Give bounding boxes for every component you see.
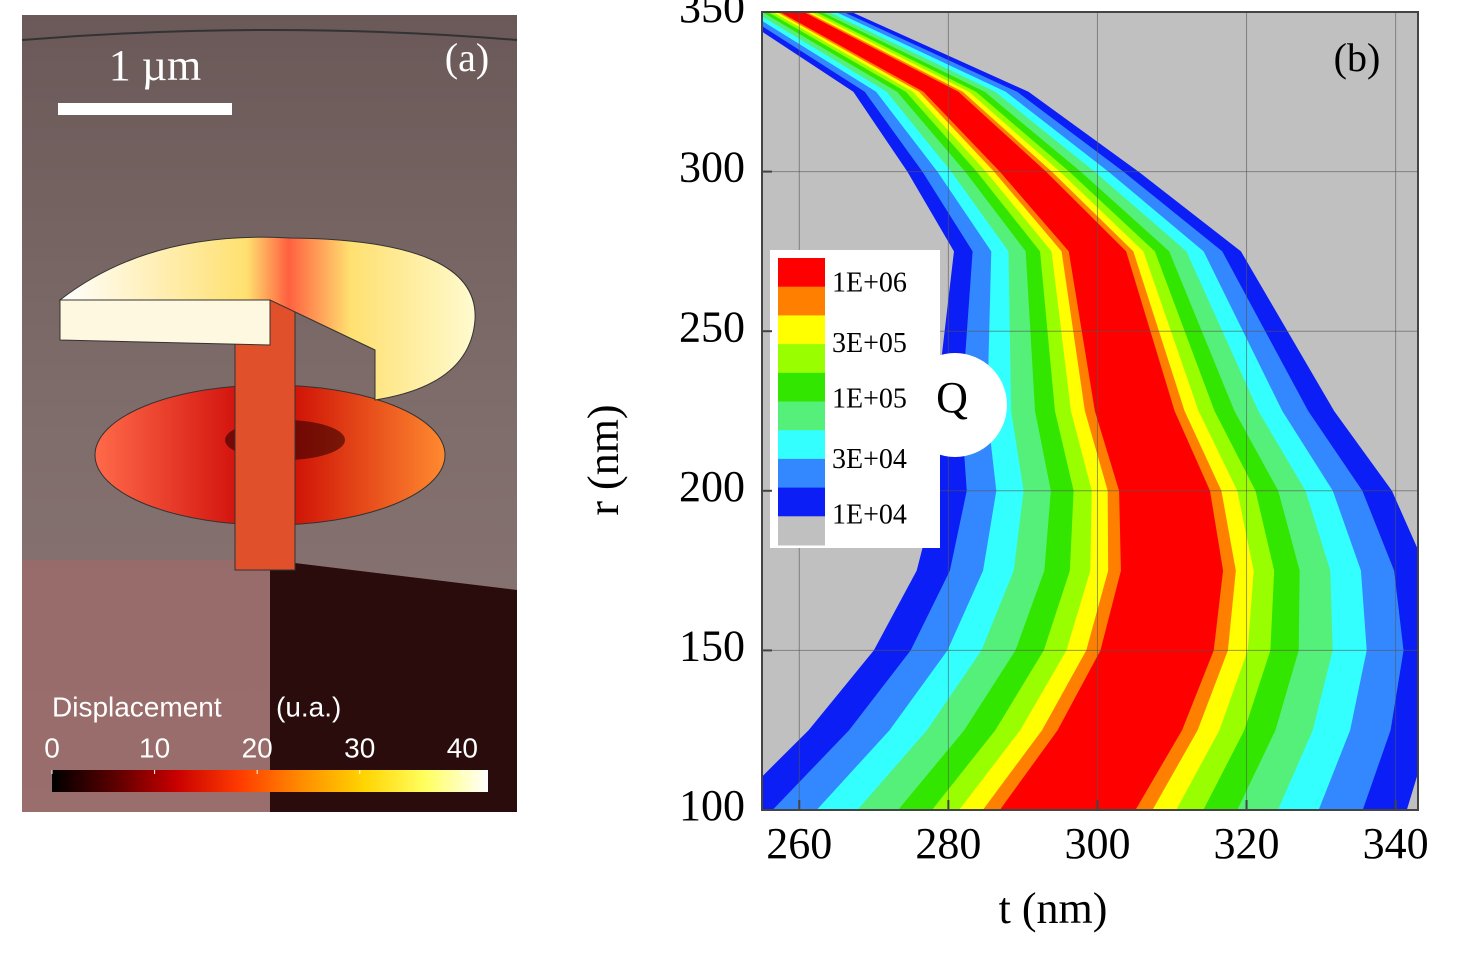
outline — [21, 29, 518, 41]
colorbar-tick-label: 40 — [447, 732, 478, 763]
x-axis-label: t (nm) — [999, 884, 1108, 933]
y-axis-label: r (nm) — [579, 404, 628, 515]
legend-label: 1E+04 — [832, 499, 907, 530]
legend-swatch — [778, 516, 825, 546]
x-tick-label: 320 — [1214, 819, 1280, 868]
scale-bar-label: 1 µm — [109, 41, 202, 90]
y-tick-label: 250 — [679, 302, 745, 351]
legend-swatch — [778, 372, 825, 402]
colorbar-tick-label: 20 — [242, 732, 273, 763]
colorbar-tick-label: 30 — [344, 732, 375, 763]
upper-disk — [58, 236, 476, 401]
colorbar-tick-label: 0 — [44, 732, 60, 763]
legend: 1E+06 3E+05 1E+05 3E+04 1E+04 — [778, 258, 907, 546]
legend-label: 3E+05 — [832, 328, 907, 359]
x-tick-label: 280 — [915, 819, 981, 868]
colorbar — [52, 770, 488, 792]
legend-swatch — [778, 487, 825, 517]
x-tick-label: 300 — [1064, 819, 1130, 868]
x-tick-label: 260 — [766, 819, 832, 868]
y-tick-label: 100 — [679, 781, 745, 830]
legend-label: 1E+05 — [832, 383, 907, 414]
contour-bands — [762, 12, 1418, 810]
panel-label: (a) — [445, 35, 489, 80]
contour-band — [779, 12, 1224, 810]
colorbar-tick-label: 10 — [139, 732, 170, 763]
ridge-line — [791, 12, 1174, 810]
legend-swatch — [778, 286, 825, 316]
panel-b: 1E+06 3E+05 1E+05 3E+04 1E+04 Q (b) t (nm) r… — [579, 0, 1429, 933]
legend-swatch — [778, 430, 825, 460]
legend-label: 3E+04 — [832, 444, 907, 475]
upper-disk-edge — [59, 299, 271, 346]
legend-swatch — [778, 258, 825, 288]
colorbar-unit: (u.a.) — [276, 691, 341, 722]
legend-swatch — [778, 458, 825, 489]
annotation: Q — [936, 373, 968, 422]
y-tick-label: 300 — [679, 143, 745, 192]
plot-frame — [761, 11, 1419, 811]
scale-bar — [58, 103, 232, 115]
legend-swatch — [778, 315, 825, 345]
legend-swatch — [778, 344, 825, 374]
y-tick-label: 350 — [679, 0, 745, 32]
x-tick-label: 340 — [1363, 819, 1429, 868]
panel-a: 1 µm (a) Displacement (u.a.) 0 10 20 30 40 — [21, 15, 518, 812]
y-tick-label: 150 — [679, 621, 745, 670]
legend-swatch — [778, 401, 825, 431]
legend-label: 1E+06 — [832, 267, 907, 298]
substrate-shadow — [270, 560, 517, 812]
y-tick-label: 200 — [679, 462, 745, 511]
panel-label: (b) — [1334, 35, 1381, 80]
colorbar-title: Displacement — [52, 691, 222, 722]
